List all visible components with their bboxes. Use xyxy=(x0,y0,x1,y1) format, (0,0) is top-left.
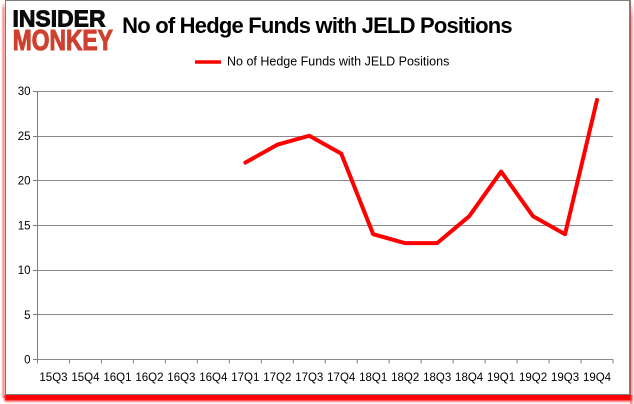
svg-text:17Q4: 17Q4 xyxy=(327,372,356,384)
svg-text:16Q3: 16Q3 xyxy=(167,372,195,384)
svg-text:16Q1: 16Q1 xyxy=(103,372,131,384)
svg-text:16Q2: 16Q2 xyxy=(135,372,163,384)
svg-text:19Q3: 19Q3 xyxy=(551,372,579,384)
svg-text:17Q2: 17Q2 xyxy=(263,372,291,384)
svg-text:18Q1: 18Q1 xyxy=(359,372,387,384)
svg-text:18Q2: 18Q2 xyxy=(391,372,419,384)
svg-text:0: 0 xyxy=(24,355,30,367)
svg-text:16Q4: 16Q4 xyxy=(199,372,228,384)
svg-text:17Q3: 17Q3 xyxy=(295,372,323,384)
svg-text:15: 15 xyxy=(18,220,31,232)
svg-text:30: 30 xyxy=(18,86,31,98)
svg-text:MONKEY: MONKEY xyxy=(13,25,113,56)
svg-text:19Q1: 19Q1 xyxy=(487,372,515,384)
svg-text:INSIDER: INSIDER xyxy=(13,6,106,32)
svg-text:10: 10 xyxy=(18,265,31,277)
svg-text:5: 5 xyxy=(24,310,30,322)
svg-text:19Q2: 19Q2 xyxy=(519,372,547,384)
svg-text:19Q4: 19Q4 xyxy=(583,372,612,384)
svg-text:25: 25 xyxy=(18,131,31,143)
svg-text:18Q4: 18Q4 xyxy=(455,372,484,384)
svg-text:15Q3: 15Q3 xyxy=(39,372,67,384)
svg-text:17Q1: 17Q1 xyxy=(231,372,259,384)
svg-text:18Q3: 18Q3 xyxy=(423,372,451,384)
svg-text:20: 20 xyxy=(18,176,31,188)
svg-text:15Q4: 15Q4 xyxy=(71,372,100,384)
